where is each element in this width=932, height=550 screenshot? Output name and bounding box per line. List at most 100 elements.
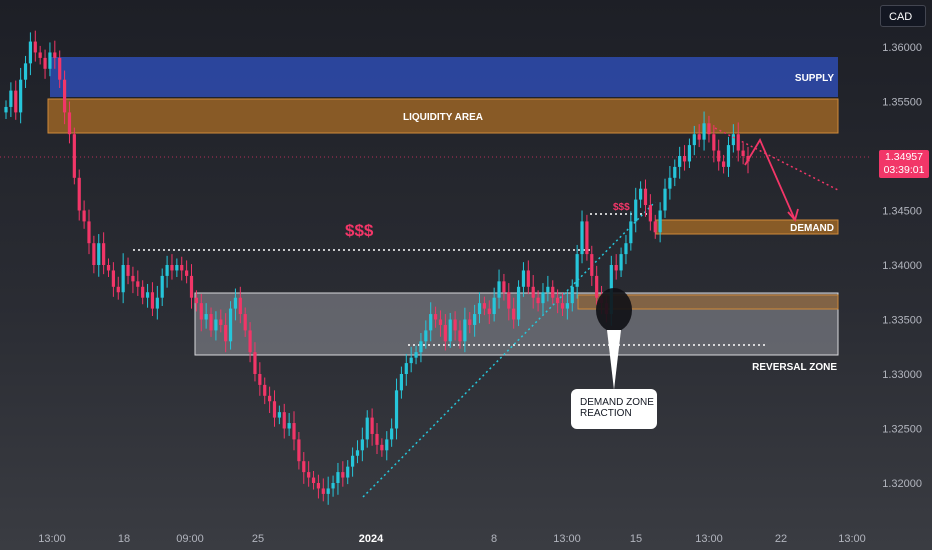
candle-down <box>370 417 374 434</box>
candle-up <box>726 145 731 167</box>
candle-down <box>595 275 599 298</box>
candle-up <box>365 417 369 440</box>
candle-up <box>394 390 399 429</box>
candle-down <box>268 395 272 402</box>
candle-up <box>336 472 340 483</box>
time-axis[interactable]: 13:00 18 09:00 25 2024 8 13:00 15 13:00 22 13:00 <box>38 533 866 545</box>
candle-down <box>321 488 325 494</box>
liquidity-area-label: LIQUIDITY AREA <box>403 112 483 123</box>
candle-up <box>97 243 101 265</box>
candle-down <box>590 254 594 276</box>
candle-down <box>248 330 252 353</box>
candle-down <box>67 112 72 135</box>
candle-up <box>287 423 291 429</box>
candle-up <box>48 52 52 69</box>
candle-down <box>87 221 91 244</box>
candle-down <box>453 319 457 331</box>
projection-arrow <box>744 138 796 221</box>
candle-down <box>536 297 540 304</box>
candle-up <box>731 134 735 146</box>
candle-down <box>682 156 687 162</box>
last-price-value: 1.34957 <box>885 151 923 163</box>
time-tick-label: 22 <box>775 533 787 545</box>
candle-down <box>180 265 184 271</box>
candle-up <box>678 156 682 167</box>
candle-up <box>673 166 677 178</box>
candle-down <box>311 477 316 483</box>
candle-down <box>292 423 296 440</box>
demand-label: DEMAND <box>790 223 834 234</box>
time-tick-label: 13:00 <box>838 533 866 545</box>
candle-down <box>648 205 652 222</box>
candle-up <box>23 63 28 80</box>
candle-down <box>126 265 130 276</box>
candle-down <box>185 270 189 276</box>
candle-up <box>639 188 643 200</box>
candle-down <box>189 275 194 298</box>
candle-down <box>487 308 491 315</box>
candle-up <box>570 286 574 304</box>
candle-up <box>580 221 584 255</box>
candle-down <box>72 134 76 178</box>
candle-down <box>380 444 384 451</box>
candle-up <box>355 450 360 456</box>
candle-down <box>458 330 462 342</box>
time-tick-label: 13:00 <box>695 533 723 545</box>
candle-up <box>692 134 696 146</box>
supply-zone[interactable] <box>50 57 838 97</box>
candle-down <box>263 384 267 396</box>
candle-up <box>233 297 238 309</box>
candle-down <box>116 286 120 293</box>
candle-down <box>721 161 726 167</box>
candle-up <box>204 314 208 320</box>
candle-down <box>258 374 262 385</box>
candle-down <box>375 433 379 445</box>
candle-up <box>390 428 394 440</box>
candle-up <box>214 319 218 331</box>
candle-down <box>194 297 198 304</box>
price-axis[interactable]: 1.360001.355001.350001.345001.340001.335… <box>882 42 922 490</box>
candle-up <box>629 221 633 244</box>
price-tick-label: 1.33000 <box>882 369 922 381</box>
candle-down <box>33 41 37 53</box>
candle-down <box>707 123 711 135</box>
candle-down <box>199 303 203 320</box>
candle-down <box>736 134 740 151</box>
candle-down <box>438 319 443 325</box>
candle-up <box>326 488 330 494</box>
candle-up <box>419 341 423 353</box>
time-tick-label: 18 <box>118 533 130 545</box>
candle-down <box>272 401 277 418</box>
candle-down <box>653 221 657 233</box>
candle-up <box>385 439 389 451</box>
candle-down <box>741 150 745 156</box>
candle-down <box>106 265 111 271</box>
candle-up <box>19 79 23 113</box>
candle-down <box>131 275 135 282</box>
candle-down <box>297 439 301 462</box>
candle-down <box>282 412 286 429</box>
candle-down <box>92 243 96 265</box>
price-tick-label: 1.34500 <box>882 206 922 218</box>
candle-down <box>243 314 247 331</box>
candle-down <box>209 314 213 331</box>
candle-up <box>624 243 628 255</box>
candle-up <box>424 330 428 342</box>
candle-down <box>77 177 81 211</box>
candle-up <box>160 275 164 298</box>
candle-down <box>111 270 115 287</box>
time-tick-label: 09:00 <box>176 533 204 545</box>
candle-down <box>551 286 555 298</box>
candle-down <box>697 134 701 140</box>
candle-down <box>102 243 106 265</box>
candle-down <box>614 265 618 271</box>
candle-up <box>497 281 501 298</box>
candle-down <box>468 319 472 325</box>
candle-up <box>331 483 335 489</box>
candle-up <box>575 254 579 287</box>
currency-badge[interactable]: CAD <box>880 5 926 27</box>
candle-up <box>541 292 545 304</box>
liquidity-area-zone[interactable] <box>47 98 839 134</box>
